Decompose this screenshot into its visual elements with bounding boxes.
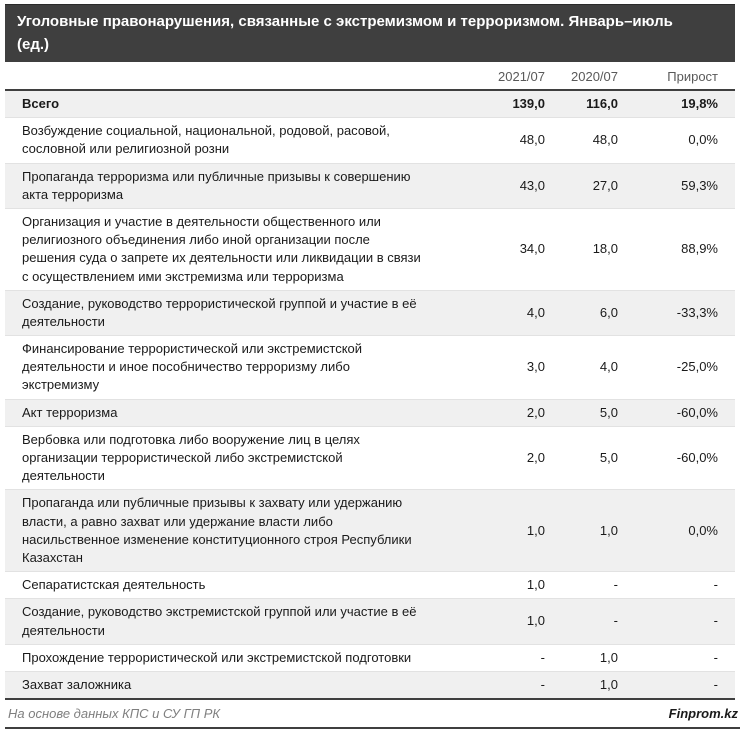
row-label: Организация и участие в деятельности общ… [5, 208, 492, 291]
value-2021-07: 34,0 [492, 208, 562, 291]
value-growth: 19,8% [635, 90, 735, 119]
table-row: Создание, руководство экстремистской гру… [5, 598, 735, 645]
value-growth: -60,0% [635, 399, 735, 427]
value-2021-07: 4,0 [492, 290, 562, 337]
value-growth: - [635, 671, 735, 701]
header-spacer [5, 62, 492, 91]
value-growth: - [635, 571, 735, 600]
brand-logo: Finprom.kz [668, 706, 738, 722]
table-header: 2021/07 2020/07 Прирост [5, 62, 735, 91]
row-label: Вербовка или подготовка либо вооружение … [5, 426, 492, 491]
value-2020-07: 1,0 [562, 489, 635, 573]
value-2020-07: 6,0 [562, 290, 635, 337]
table-row: Возбуждение социальной, национальной, ро… [5, 117, 735, 164]
value-growth: 0,0% [635, 489, 735, 573]
value-2020-07: 1,0 [562, 644, 635, 672]
value-growth: -33,3% [635, 290, 735, 337]
value-2021-07: 43,0 [492, 163, 562, 209]
value-2020-07: - [562, 598, 635, 645]
value-growth: 0,0% [635, 117, 735, 164]
table-row: Вербовка или подготовка либо вооружение … [5, 426, 735, 491]
table-row: Создание, руководство террористической г… [5, 290, 735, 337]
row-label: Создание, руководство экстремистской гру… [5, 598, 492, 645]
value-2020-07: 18,0 [562, 208, 635, 291]
value-2021-07: 1,0 [492, 489, 562, 573]
chart-title: Уголовные правонарушения, связанные с эк… [5, 4, 735, 62]
column-header-2020-07: 2020/07 [562, 62, 635, 91]
table-row: Пропаганда терроризма или публичные приз… [5, 163, 735, 209]
table-row: Сепаратистская деятельность 1,0- - [5, 571, 735, 600]
row-label: Всего [5, 90, 492, 119]
value-2020-07: 48,0 [562, 117, 635, 164]
value-2021-07: - [492, 644, 562, 672]
table-row: Организация и участие в деятельности общ… [5, 208, 735, 291]
value-2020-07: 1,0 [562, 671, 635, 701]
value-2021-07: - [492, 671, 562, 701]
value-2021-07: 2,0 [492, 399, 562, 427]
value-2021-07: 1,0 [492, 571, 562, 600]
value-2020-07: 116,0 [562, 90, 635, 119]
row-label: Возбуждение социальной, национальной, ро… [5, 117, 492, 164]
source-note: На основе данных КПС и СУ ГП РК [8, 706, 221, 722]
row-label: Сепаратистская деятельность [5, 571, 492, 600]
value-2021-07: 48,0 [492, 117, 562, 164]
table-row: Прохождение террористической или экстрем… [5, 644, 735, 672]
table-row: Всего 139,0 116,0 19,8% [5, 90, 735, 119]
table-row: Финансирование террористической или экст… [5, 335, 735, 400]
table-row: Захват заложника -1,0- [5, 671, 735, 701]
data-table: 2021/07 2020/07 Прирост Всего 139,0 116,0 1… [5, 62, 735, 701]
column-header-2021-07: 2021/07 [492, 62, 562, 91]
value-growth: 59,3% [635, 163, 735, 209]
value-2020-07: 4,0 [562, 335, 635, 400]
row-label: Захват заложника [5, 671, 492, 701]
value-2021-07: 1,0 [492, 598, 562, 645]
row-label: Пропаганда или публичные призывы к захва… [5, 489, 492, 573]
table-footer: На основе данных КПС и СУ ГП РК Finprom.… [5, 700, 740, 730]
table-row: Акт терроризма 2,0 5,0 -60,0% [5, 399, 735, 427]
value-growth: 88,9% [635, 208, 735, 291]
value-2020-07: 5,0 [562, 399, 635, 427]
value-growth: -60,0% [635, 426, 735, 491]
value-2020-07: 5,0 [562, 426, 635, 491]
row-label: Прохождение террористической или экстрем… [5, 644, 492, 672]
value-2021-07: 139,0 [492, 90, 562, 119]
header-row: 2021/07 2020/07 Прирост [5, 62, 735, 91]
table-row: Пропаганда или публичные призывы к захва… [5, 489, 735, 573]
value-growth: - [635, 598, 735, 645]
value-growth: - [635, 644, 735, 672]
row-label: Финансирование террористической или экст… [5, 335, 492, 400]
value-2020-07: 27,0 [562, 163, 635, 209]
value-growth: -25,0% [635, 335, 735, 400]
value-2021-07: 3,0 [492, 335, 562, 400]
value-2020-07: - [562, 571, 635, 600]
value-2021-07: 2,0 [492, 426, 562, 491]
column-header-growth: Прирост [635, 62, 735, 91]
row-label: Акт терроризма [5, 399, 492, 427]
row-label: Пропаганда терроризма или публичные приз… [5, 163, 492, 209]
table-body: Всего 139,0 116,0 19,8% Возбуждение социальн… [5, 90, 735, 701]
row-label: Создание, руководство террористической г… [5, 290, 492, 337]
